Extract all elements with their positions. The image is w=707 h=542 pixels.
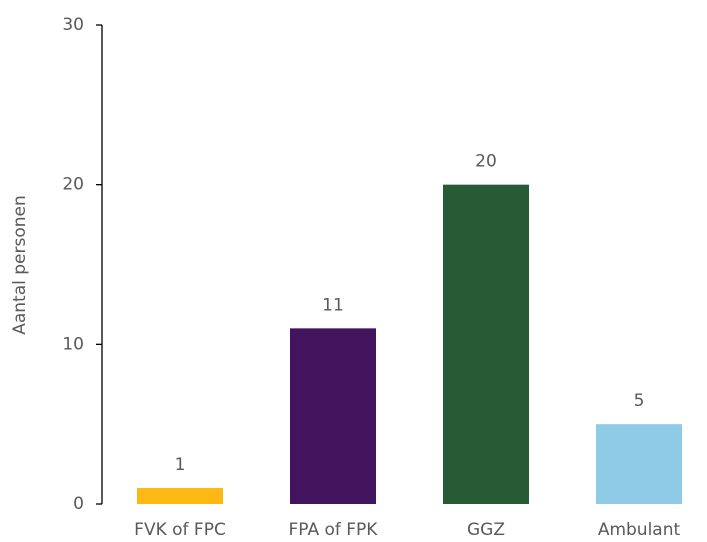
- y-tick-label: 10: [62, 334, 84, 354]
- x-tick-label: GGZ: [467, 520, 505, 540]
- y-tick-label: 30: [62, 15, 84, 35]
- y-tick-label: 0: [73, 494, 84, 514]
- bar: [290, 328, 376, 504]
- y-tick-label: 20: [62, 175, 84, 195]
- bar: [596, 424, 682, 504]
- y-axis-label: Aantal personen: [10, 195, 30, 335]
- data-label: 11: [322, 295, 344, 315]
- data-label: 5: [634, 391, 645, 411]
- x-tick-label: FVK of FPC: [134, 520, 226, 540]
- x-tick-label: Ambulant: [598, 520, 681, 540]
- bar: [443, 184, 529, 504]
- data-label: 20: [475, 152, 497, 172]
- bar: [137, 488, 223, 504]
- data-label: 1: [175, 455, 186, 475]
- x-tick-label: FPA of FPK: [289, 520, 379, 540]
